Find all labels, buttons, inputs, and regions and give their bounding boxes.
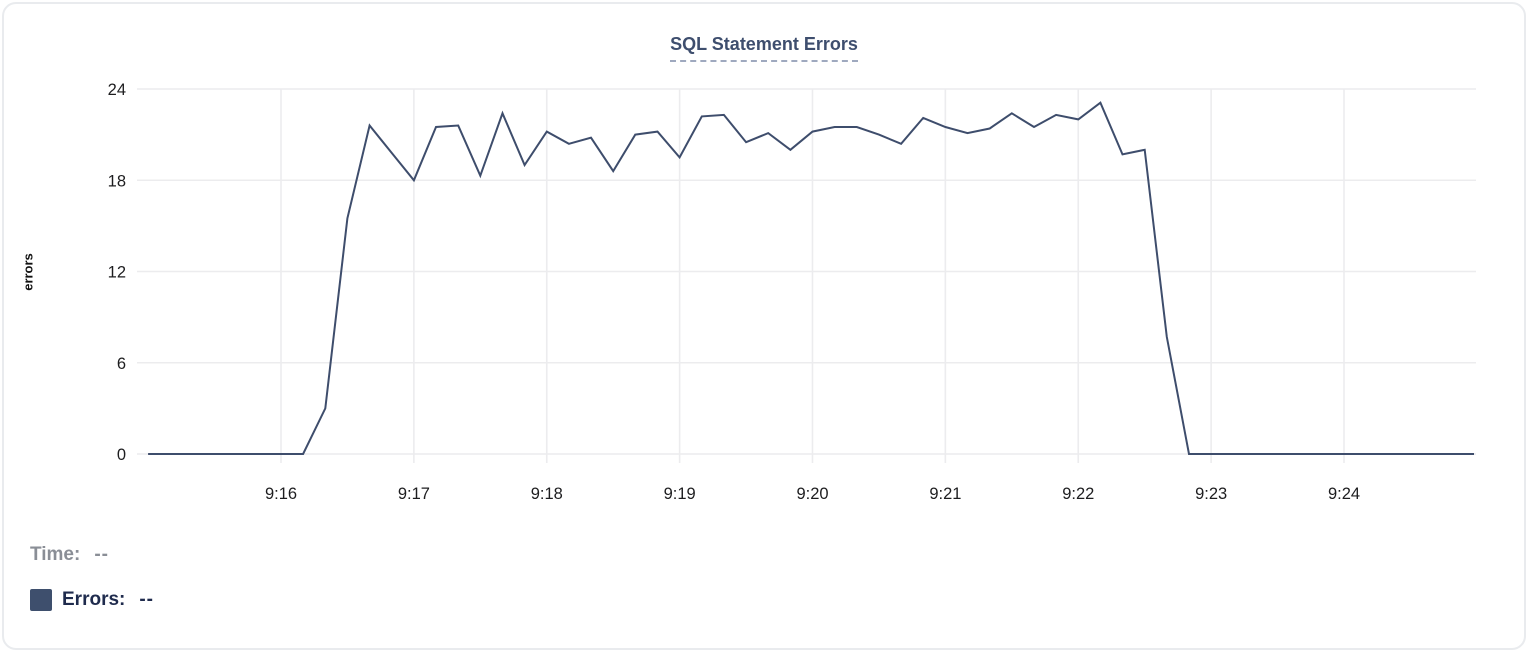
chart-header: SQL Statement Errors [4, 34, 1524, 62]
y-tick-label: 0 [117, 446, 126, 464]
y-tick-label: 18 [108, 172, 126, 190]
legend-time-label: Time: [30, 544, 81, 565]
x-tick-label: 9:16 [265, 485, 297, 503]
errors-series-line [148, 101, 1474, 455]
legend-row-time: Time: -- [30, 544, 154, 566]
chart-title[interactable]: SQL Statement Errors [670, 34, 858, 62]
y-tick-label: 12 [108, 264, 126, 282]
sql-errors-line-chart: 0 6 12 18 24 9:16 9:17 9:18 9:19 9:20 9:21 9:22 9:23… [108, 81, 1476, 503]
x-tick-label: 9:17 [398, 485, 430, 503]
chart-legend: Time: -- Errors: -- [30, 544, 154, 611]
x-tick-label: 9:20 [796, 485, 828, 503]
y-tick-label: 6 [117, 355, 126, 373]
x-tick-label: 9:21 [929, 485, 961, 503]
x-tick-label: 9:19 [664, 485, 696, 503]
y-tick-label: 24 [108, 81, 126, 99]
legend-errors-label: Errors: [62, 589, 126, 610]
y-axis-title-text: errors [20, 253, 36, 291]
legend-time-value: -- [94, 544, 109, 565]
errors-series-swatch [30, 589, 52, 611]
legend-row-errors[interactable]: Errors: -- [30, 589, 154, 611]
x-tick-label: 9:22 [1062, 485, 1094, 503]
x-tick-label: 9:24 [1328, 485, 1360, 503]
legend-errors-value: -- [139, 589, 155, 610]
x-tick-label: 9:23 [1195, 485, 1227, 503]
x-tick-label: 9:18 [531, 485, 563, 503]
